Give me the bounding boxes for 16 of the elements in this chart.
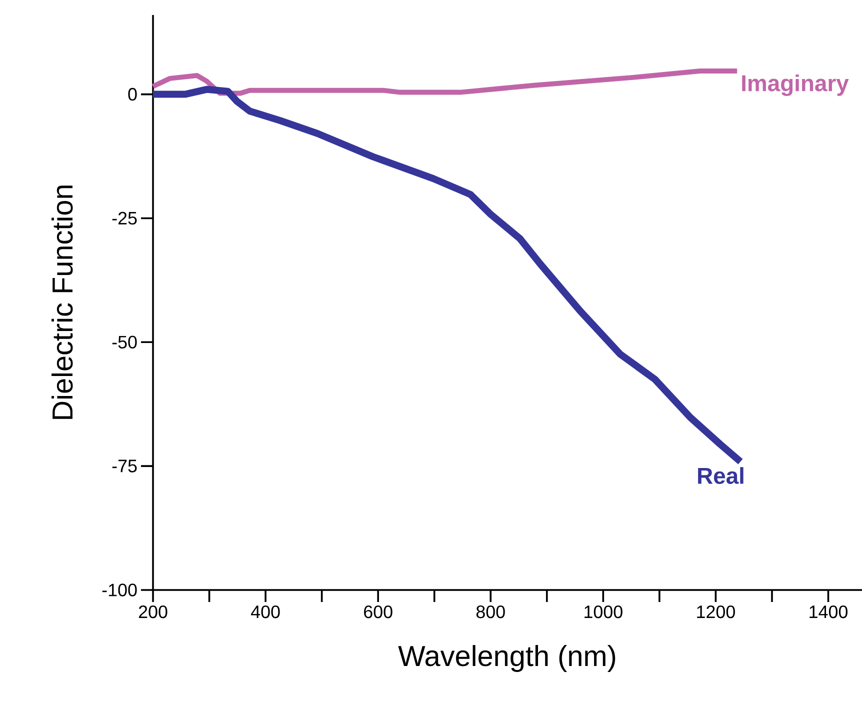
y-tick-label: -100 (102, 584, 137, 596)
x-tick-label: 600 (364, 605, 392, 618)
y-tick-label: -25 (112, 212, 137, 225)
series-label: Imaginary (742, 74, 849, 96)
x-axis-title: Wavelength (nm) (398, 645, 616, 672)
y-tick-label: -75 (112, 460, 137, 472)
y-tick-label: -50 (112, 336, 137, 348)
x-tick-label: 200 (138, 605, 168, 618)
x-tick-label: 400 (250, 605, 280, 618)
y-axis-title: Dielectric Function (52, 186, 73, 419)
x-tick-label: 1200 (697, 605, 735, 618)
x-tick-label: 1000 (584, 605, 622, 618)
x-tick-label: 800 (476, 605, 505, 618)
y-tick-label: 0 (128, 88, 137, 101)
series-label: Real (698, 467, 744, 484)
x-tick-label: 1400 (810, 605, 848, 618)
